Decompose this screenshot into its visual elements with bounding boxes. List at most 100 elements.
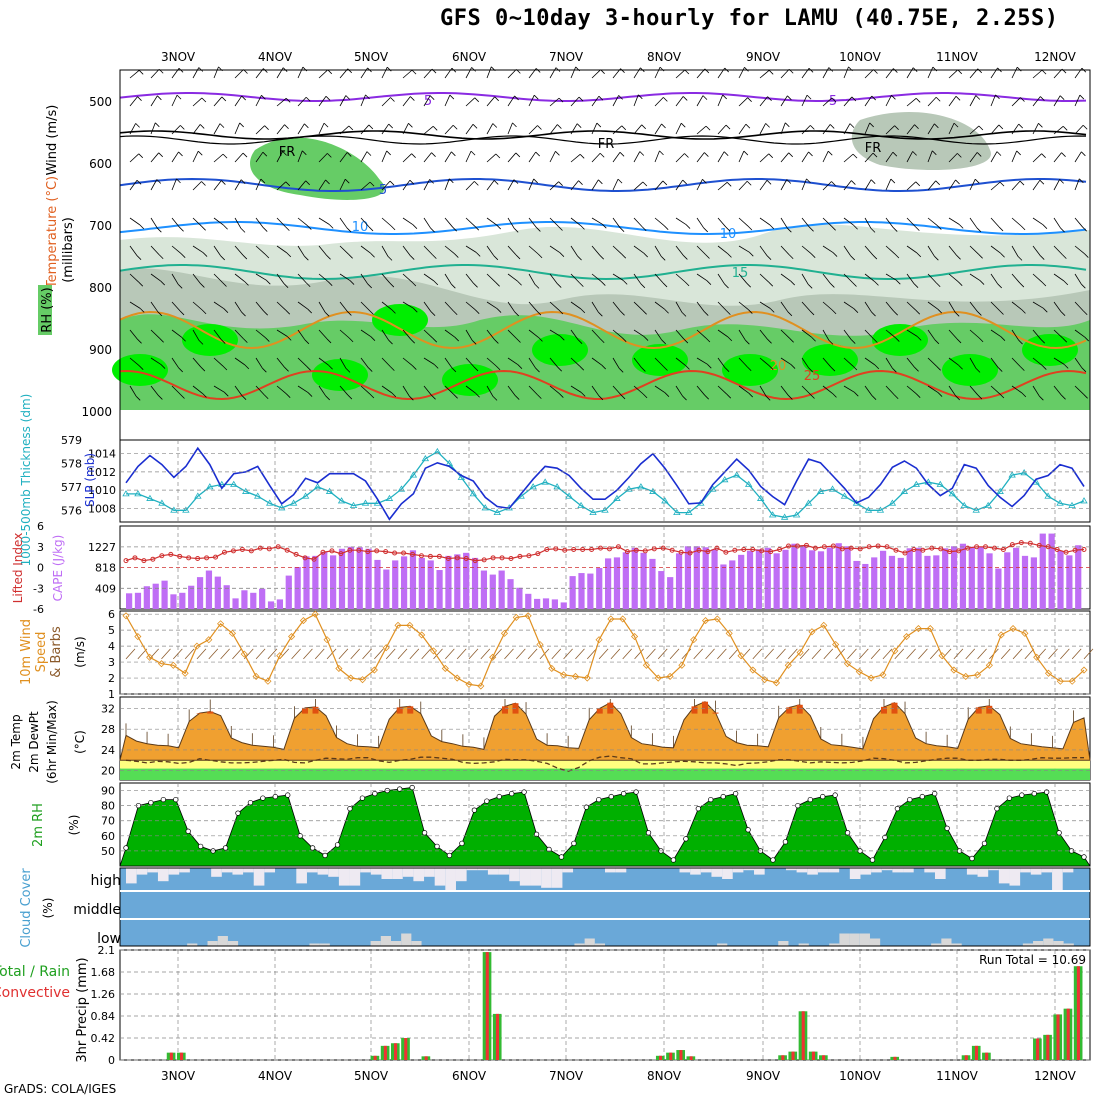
wind-barb-flag	[869, 122, 874, 128]
wind-barb	[948, 179, 956, 191]
wind-barb	[360, 94, 366, 107]
cape-bar	[285, 575, 292, 609]
cloud-high-bar	[253, 868, 265, 886]
wind-barb-flag	[260, 178, 266, 184]
cloud-high-bar	[743, 868, 755, 871]
wind-barb	[423, 152, 432, 163]
thickness-point	[912, 480, 921, 487]
wind-barb-flag	[683, 338, 689, 344]
temp-contour-20	[119, 310, 1087, 350]
barb-10m	[586, 648, 597, 660]
wind-barb	[465, 150, 472, 163]
wind-barb-flag	[785, 122, 790, 128]
wind-barb	[171, 125, 181, 135]
x-tick-bottom-7: 10NOV	[839, 1069, 881, 1083]
rh-point	[347, 806, 353, 812]
wind-barb	[633, 94, 639, 107]
wind-barb	[948, 69, 959, 79]
wind-barb-flag	[767, 96, 772, 101]
wind-barb-flag	[558, 309, 564, 315]
li-point	[839, 546, 845, 552]
wind-barb	[906, 301, 917, 311]
wind-barb	[255, 95, 262, 107]
li-point	[230, 548, 236, 554]
wind-speed-point	[347, 674, 355, 682]
wind-barb-flag	[349, 280, 355, 285]
cape-bar	[729, 560, 736, 609]
li-point	[257, 545, 263, 551]
wind-speed-point	[808, 628, 816, 636]
temp-hot-cap	[691, 706, 698, 714]
thickness-point	[816, 487, 825, 494]
x-tick-top-8: 11NOV	[936, 50, 978, 64]
wind-barb-flag	[999, 310, 1004, 315]
wind-barb-flag	[451, 367, 457, 373]
wind-barb	[150, 245, 160, 256]
cape-tick-1: 818	[95, 562, 116, 575]
wind-barb	[654, 273, 664, 284]
wind-barb-flag	[1039, 255, 1045, 260]
wind-barb-flag	[704, 394, 709, 400]
cape-bar	[250, 592, 257, 609]
wind-barb	[717, 245, 728, 254]
wind-barb-flag	[533, 178, 538, 184]
cloud-high-bar	[892, 868, 904, 873]
barb-10m	[184, 648, 195, 660]
wind-barb-flag	[348, 337, 354, 343]
wind-barb	[885, 151, 894, 163]
wind-barb-flag	[135, 396, 141, 401]
wind-barb-flag	[978, 337, 984, 343]
wind-barb	[360, 301, 370, 311]
li-point	[759, 548, 765, 554]
wind-barb	[423, 125, 434, 135]
barb-10m	[634, 648, 644, 660]
wind-barb	[696, 179, 703, 191]
cape-bar	[809, 550, 816, 609]
wind-barb	[339, 152, 348, 163]
wind-barb	[276, 245, 288, 254]
li-point	[1054, 547, 1060, 553]
wind-barb-flag	[408, 123, 413, 128]
cloud-high-bar	[477, 868, 488, 871]
rh-point	[633, 789, 639, 795]
cloud-low-bar	[951, 943, 962, 946]
cape-bar	[560, 602, 567, 609]
wind-barb	[822, 67, 830, 79]
wind-barb	[360, 329, 372, 338]
wind-barb-flag	[179, 227, 184, 232]
wind-barb	[234, 301, 242, 313]
wind-barb-flag	[580, 225, 585, 230]
wind-barb-flag	[325, 96, 331, 101]
wind-barb	[213, 385, 225, 393]
wind-speed-line	[125, 613, 1085, 687]
rh-point	[782, 839, 789, 845]
cloud-high-bar	[381, 868, 393, 879]
temp-contour-15	[119, 264, 1087, 281]
wind-barb	[171, 385, 181, 395]
wind-barb	[885, 245, 896, 255]
wind-barb	[864, 179, 872, 191]
cloud-high-bar	[732, 868, 744, 873]
slp-tick-2: 1010	[88, 484, 116, 497]
wind-barb	[528, 245, 539, 255]
wind-barb	[276, 357, 285, 368]
barb-10m	[1083, 648, 1094, 660]
wind-barb	[1032, 153, 1042, 163]
li-point	[123, 558, 129, 564]
wind-speed-point	[772, 679, 781, 687]
thickness-point	[996, 487, 1004, 494]
cape-bar	[844, 546, 851, 609]
x-tick-top-5: 8NOV	[647, 50, 682, 64]
wind-barb	[990, 181, 1001, 191]
wind-barb	[1032, 123, 1039, 135]
wind-barb	[738, 273, 748, 284]
thickness-tick-1: 578	[61, 457, 82, 470]
wind-barb-flag	[767, 339, 772, 344]
barb-10m	[374, 648, 384, 660]
cloud-high-bar	[988, 868, 999, 871]
wind-barb-flag	[619, 152, 625, 157]
wind-barb-flag	[493, 180, 499, 185]
wind-barb-flag	[180, 125, 185, 130]
wind-barb	[381, 123, 390, 135]
wind-barb	[171, 273, 179, 285]
